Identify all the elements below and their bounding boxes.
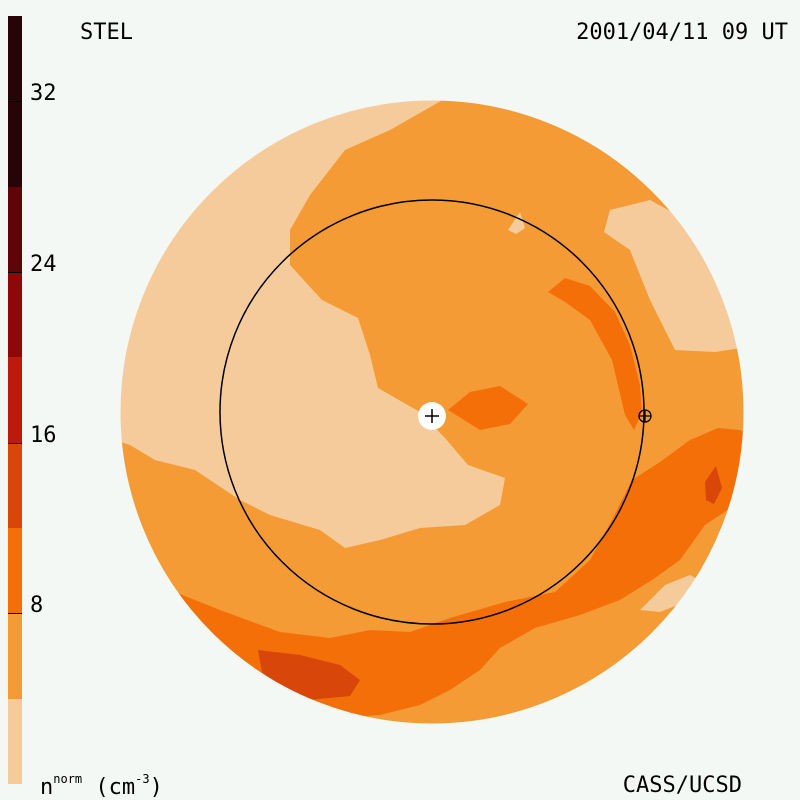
unit-close: ) — [149, 775, 163, 800]
density-disk — [120, 100, 744, 724]
colorbar-level-3 — [8, 442, 22, 528]
sun-marker-icon — [425, 409, 439, 423]
disk-outline — [119, 99, 745, 725]
unit-sup: norm — [53, 772, 83, 786]
mid-band-south — [120, 428, 744, 718]
high-patch-east — [705, 466, 722, 504]
timestamp-label: 2001/04/11 09 UT — [576, 20, 788, 45]
light-region-northeast — [604, 200, 744, 352]
colorbar-level-4 — [8, 357, 22, 443]
colorbar — [8, 16, 22, 784]
colorbar-level-5 — [8, 272, 22, 358]
earth-orbit-circle — [219, 199, 645, 625]
colorbar-level-2 — [8, 528, 22, 614]
mid-arc-east — [548, 278, 642, 430]
unit-open: (cm — [95, 775, 136, 800]
colorbar-level-0 — [8, 698, 22, 784]
colorbar-level-6 — [8, 186, 22, 272]
colorbar-tick-label-2: 24 — [30, 252, 57, 277]
light-region-southeast — [640, 575, 708, 612]
colorbar-tick-0 — [8, 613, 22, 615]
light-region-west — [120, 100, 505, 548]
unit-exp: -3 — [135, 772, 150, 786]
unit-base: n — [40, 775, 54, 800]
colorbar-tick-label-3: 32 — [30, 81, 57, 107]
colorbar-tick-3 — [8, 101, 22, 103]
mid-lobe-center — [448, 386, 528, 430]
light-fleck-north — [508, 212, 525, 234]
observatory-label: STEL — [80, 20, 133, 45]
credit-label: CASS/UCSD — [622, 773, 742, 798]
earth-marker-icon — [638, 409, 652, 423]
colorbar-tick-1 — [8, 442, 22, 444]
unit-label: nnorm (cm-3) — [40, 773, 163, 799]
colorbar-level-1 — [8, 613, 22, 699]
colorbar-tick-label-0: 8 — [30, 593, 44, 619]
colorbar-tick-2 — [8, 272, 22, 273]
colorbar-tick-label-1: 16 — [30, 422, 57, 448]
